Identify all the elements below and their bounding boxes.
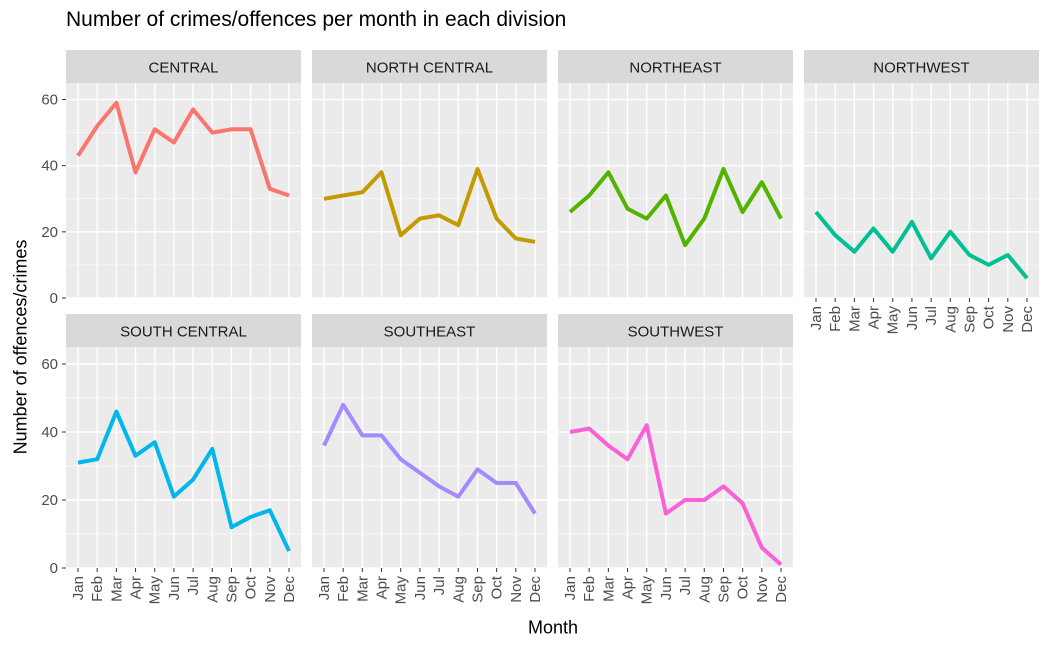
x-tick-label: Nov	[754, 576, 771, 603]
x-tick-label: Dec	[281, 576, 298, 603]
x-tick-label: Jul	[431, 576, 448, 595]
x-tick-label: Jul	[923, 306, 940, 325]
strip-label: SOUTH CENTRAL	[120, 324, 247, 341]
x-tick-label: Apr	[128, 576, 145, 599]
x-tick-label: Jan	[808, 306, 825, 330]
x-axis-label: Month	[527, 617, 579, 638]
x-tick-label: Sep	[961, 306, 978, 333]
y-axis-label: Number of offences/crimes	[10, 239, 31, 455]
x-tick-label: Nov	[508, 576, 525, 603]
series-line-central	[76, 100, 290, 198]
x-tick-label: Aug	[450, 576, 467, 603]
x-tick-label: Jan	[316, 576, 333, 600]
x-tick-label: Feb	[827, 306, 844, 332]
x-tick-label: Nov	[262, 576, 279, 603]
x-tick-label: Jun	[166, 576, 183, 600]
x-tick-label: Aug	[942, 306, 959, 333]
series-line-northwest	[814, 210, 1029, 280]
x-tick-label: Jun	[904, 306, 921, 330]
panel-background	[312, 83, 547, 298]
y-tick-label: 60	[41, 92, 58, 109]
strip-label: NORTH CENTRAL	[366, 60, 493, 77]
chart-title: Number of crimes/offences per month in e…	[66, 8, 567, 31]
x-tick-label: May	[639, 576, 656, 605]
series-line-southwest	[569, 423, 783, 567]
x-tick-label: Dec	[1019, 306, 1036, 333]
y-tick-label: 0	[50, 560, 58, 577]
strip-background	[558, 314, 793, 347]
strip-label: NORTHWEST	[873, 60, 969, 77]
x-tick-label: Nov	[1000, 306, 1017, 333]
strip-background	[66, 314, 301, 347]
y-tick-label: 20	[41, 224, 58, 241]
x-tick-label: May	[393, 576, 410, 605]
y-tick-label: 60	[41, 356, 58, 373]
panel-background	[66, 83, 301, 298]
panel-northwest: NORTHWEST Jan Feb Mar Apr May Jun Jul Aug Sep Oct N…	[804, 50, 1039, 334]
x-tick-label: Mar	[108, 576, 125, 602]
x-tick-label: Mar	[846, 306, 863, 332]
panel-south-central: SOUTH CENTRAL 0 20 40 60 Jan Feb Mar Apr May Jun Ju…	[41, 314, 301, 604]
x-tick-label: Jan	[562, 576, 579, 600]
x-tick-label: Mar	[600, 576, 617, 602]
x-tick-label: Sep	[469, 576, 486, 603]
y-tick-label: 0	[50, 290, 58, 307]
panel-background	[558, 83, 793, 298]
series-line-southeast	[322, 402, 537, 515]
x-tick-label: Oct	[489, 575, 506, 599]
strip-label: CENTRAL	[148, 60, 218, 77]
panel-central: CENTRAL 0 20 40 60	[41, 50, 301, 307]
x-tick-label: Aug	[696, 576, 713, 603]
x-tick-label: May	[147, 576, 164, 605]
x-tick-label: Jun	[658, 576, 675, 600]
strip-background	[312, 314, 547, 347]
y-tick-label: 40	[41, 158, 58, 175]
strip-background	[66, 50, 301, 83]
x-tick-label: Dec	[527, 576, 544, 603]
x-tick-label: Feb	[89, 576, 106, 602]
x-tick-label: Jun	[412, 576, 429, 600]
x-tick-label: Oct	[981, 305, 998, 329]
x-tick-label: Oct	[243, 575, 260, 599]
series-line-south-central	[77, 409, 291, 552]
strip-label: NORTHEAST	[629, 60, 721, 77]
strip-label: SOUTHEAST	[384, 324, 476, 341]
x-tick-label: Feb	[581, 576, 598, 602]
x-tick-label: Oct	[735, 575, 752, 599]
panel-background	[312, 347, 547, 568]
x-tick-label: May	[885, 306, 902, 335]
x-tick-label: Apr	[866, 306, 883, 329]
panel-southeast: SOUTHEAST Jan Feb Mar Apr May Jun Jul Aug Sep Oct N…	[312, 314, 547, 604]
x-tick-label: Sep	[223, 576, 240, 603]
strip-background	[312, 50, 547, 83]
x-tick-label: Jan	[70, 576, 87, 600]
strip-background	[558, 50, 793, 83]
panel-background	[804, 83, 1039, 298]
panel-southwest: SOUTHWEST Jan Feb Mar Apr May Jun Jul Aug Sep Oct N…	[558, 314, 793, 604]
x-tick-label: Feb	[335, 576, 352, 602]
panel-background	[66, 347, 301, 568]
x-tick-label: Mar	[354, 576, 371, 602]
series-line-north-central	[323, 167, 536, 244]
x-tick-label: Apr	[620, 576, 637, 599]
x-tick-label: Jul	[677, 576, 694, 595]
y-tick-label: 20	[41, 492, 58, 509]
panel-northeast: NORTHEAST	[558, 50, 793, 299]
x-tick-label: Sep	[715, 576, 732, 603]
series-line-northeast	[568, 167, 783, 248]
x-tick-label: Dec	[773, 576, 790, 603]
y-tick-label: 40	[41, 424, 58, 441]
x-tick-label: Aug	[204, 576, 221, 603]
strip-label: SOUTHWEST	[628, 324, 724, 341]
x-tick-label: Apr	[374, 576, 391, 599]
x-tick-label: Jul	[185, 576, 202, 595]
strip-background	[804, 50, 1039, 83]
panel-north-central: NORTH CENTRAL	[312, 50, 547, 299]
